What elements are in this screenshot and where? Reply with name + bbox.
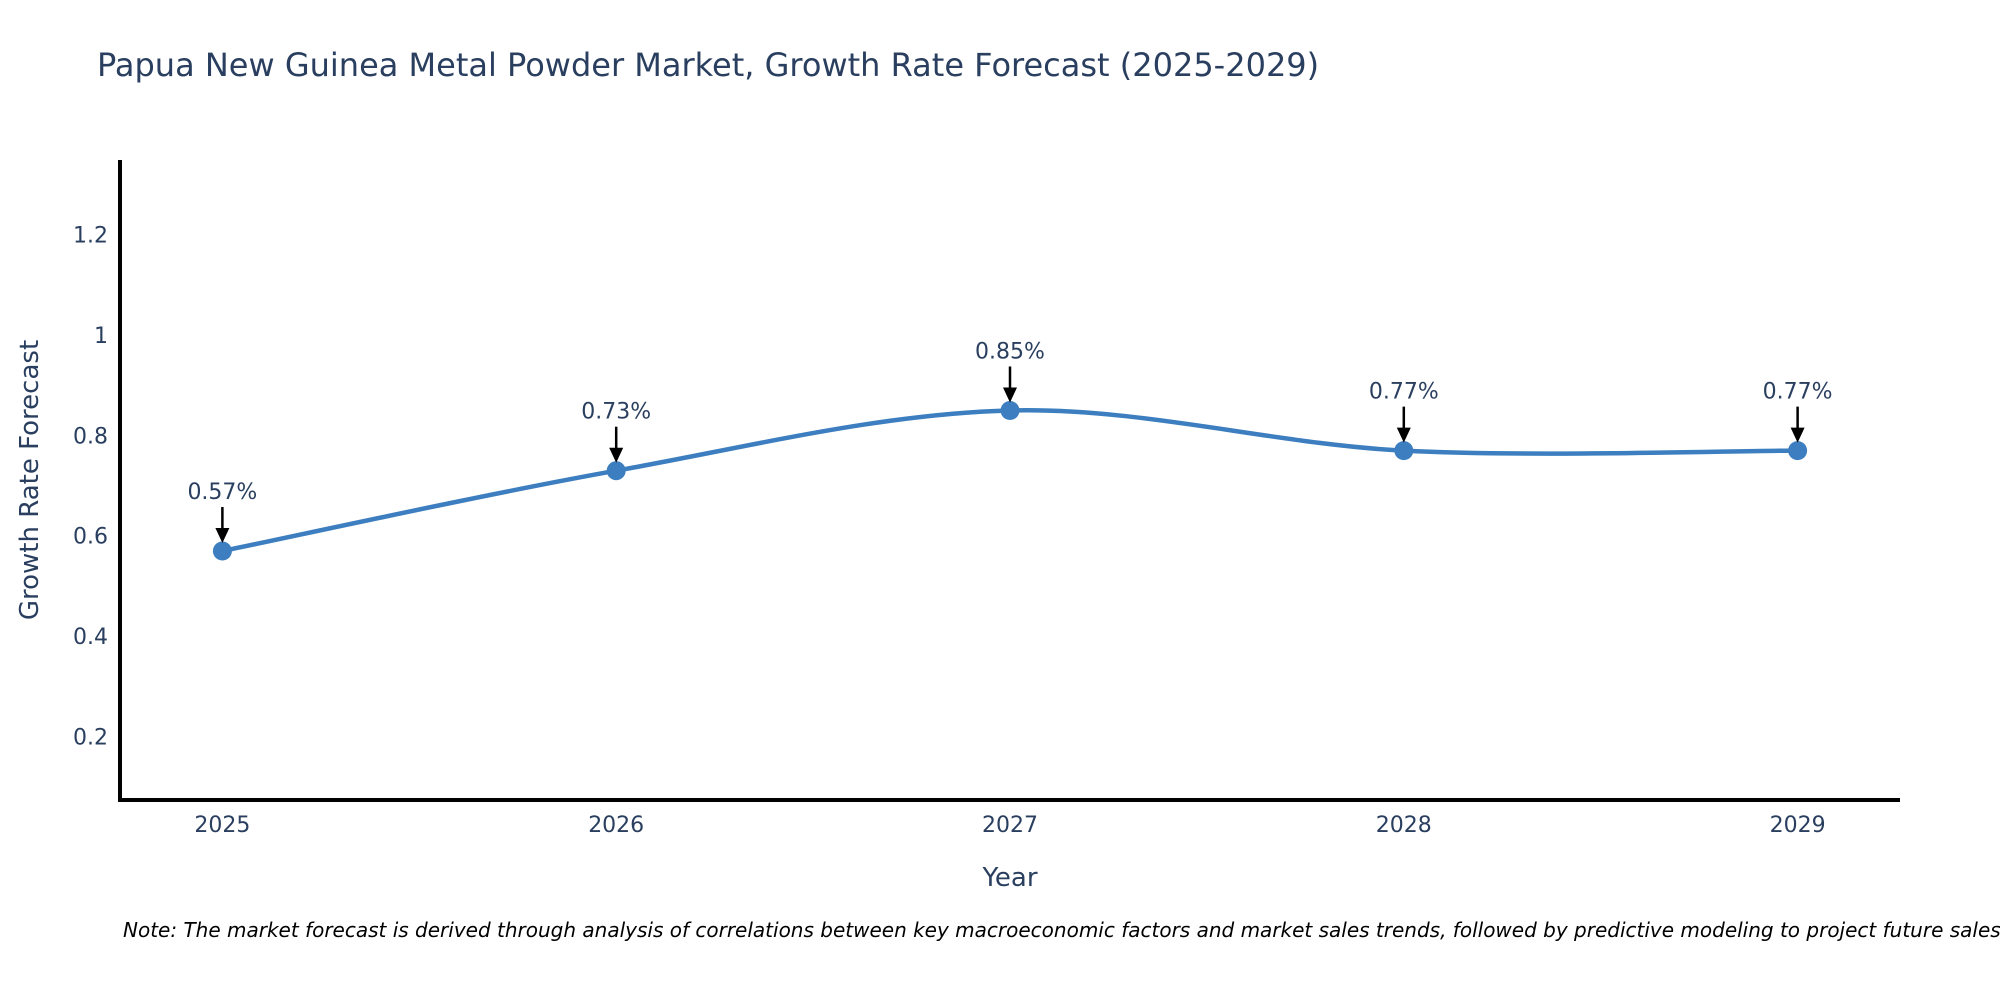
data-point-label: 0.77% bbox=[1763, 380, 1833, 405]
data-point-label: 0.77% bbox=[1369, 380, 1439, 405]
y-tick-label: 1.2 bbox=[73, 223, 108, 248]
annotation-arrowhead-icon bbox=[1003, 387, 1017, 403]
x-axis-title: Year bbox=[982, 863, 1038, 893]
x-tick-label: 2028 bbox=[1376, 813, 1432, 838]
y-tick-label: 0.4 bbox=[73, 625, 108, 650]
annotation-arrowhead-icon bbox=[609, 447, 624, 463]
data-point-marker[interactable] bbox=[606, 461, 626, 481]
x-tick-label: 2029 bbox=[1770, 813, 1826, 838]
y-axis-title: Growth Rate Forecast bbox=[15, 339, 45, 621]
footnote: Note: The market forecast is derived thr… bbox=[123, 918, 2000, 942]
data-point-marker[interactable] bbox=[212, 541, 232, 561]
data-point-marker[interactable] bbox=[1000, 400, 1020, 420]
data-point-label: 0.73% bbox=[581, 400, 651, 425]
data-point-marker[interactable] bbox=[1788, 441, 1808, 461]
x-tick-label: 2025 bbox=[194, 813, 250, 838]
data-point-label: 0.57% bbox=[187, 480, 257, 505]
chart-title: Papua New Guinea Metal Powder Market, Gr… bbox=[97, 46, 1320, 84]
annotation-arrowhead-icon bbox=[1396, 427, 1411, 443]
y-tick-label: 0.6 bbox=[73, 525, 108, 550]
annotation-arrowhead-icon bbox=[215, 528, 230, 544]
annotation-arrowhead-icon bbox=[1790, 427, 1805, 443]
y-tick-label: 0.2 bbox=[73, 725, 108, 750]
x-tick-label: 2026 bbox=[588, 813, 644, 838]
y-tick-label: 1 bbox=[94, 324, 108, 349]
y-tick-label: 0.8 bbox=[73, 424, 108, 449]
data-point-marker[interactable] bbox=[1394, 441, 1414, 461]
x-tick-label: 2027 bbox=[982, 813, 1038, 838]
trend-line bbox=[220, 408, 1800, 554]
axis-lines bbox=[118, 160, 1900, 802]
data-point-label: 0.85% bbox=[975, 339, 1045, 364]
